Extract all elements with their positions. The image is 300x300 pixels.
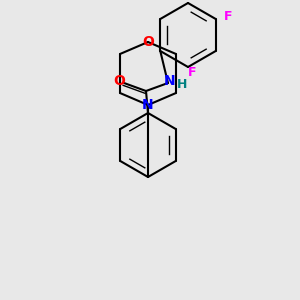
- Text: O: O: [113, 74, 125, 88]
- Text: F: F: [224, 11, 232, 23]
- Text: F: F: [188, 67, 196, 80]
- Text: N: N: [164, 74, 176, 88]
- Text: O: O: [142, 35, 154, 49]
- Text: N: N: [142, 98, 154, 112]
- Text: H: H: [177, 79, 187, 92]
